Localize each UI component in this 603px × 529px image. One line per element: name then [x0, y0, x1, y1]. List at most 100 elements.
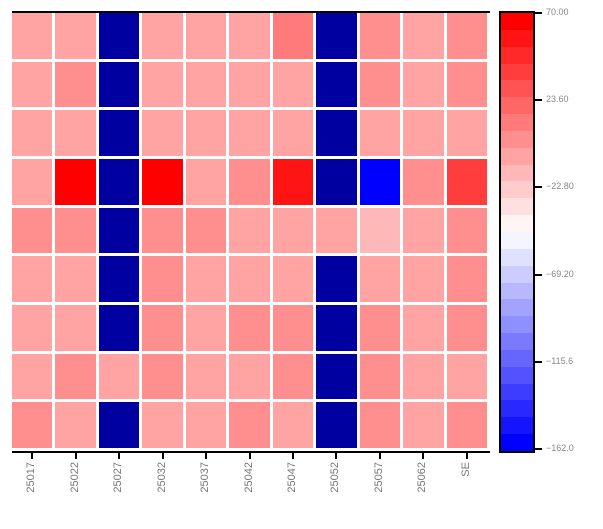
x-tick [422, 453, 425, 459]
heatmap-cell [229, 402, 270, 448]
x-tick-label: SE [459, 462, 472, 477]
heatmap-cell [359, 61, 401, 108]
heatmap-cell [272, 305, 314, 351]
colorbar-band [501, 164, 533, 182]
heatmap-cell [446, 207, 487, 254]
colorbar-band [501, 29, 533, 48]
heatmap-cell [272, 402, 314, 448]
heatmap-cell [12, 110, 53, 156]
colorbar-band [501, 114, 533, 132]
colorbar-band [501, 46, 533, 65]
x-tick [205, 453, 208, 459]
heatmap-cell [55, 61, 96, 108]
colorbar-band [501, 147, 533, 166]
heatmap-cell [316, 402, 357, 448]
heatmap-cell [98, 13, 140, 59]
heatmap-cell [55, 353, 96, 400]
heatmap-cell [98, 110, 140, 156]
heatmap-cell [98, 61, 140, 108]
colorbar-band [501, 299, 533, 317]
heatmap-cell [229, 13, 270, 59]
heatmap-cell [403, 402, 444, 448]
heatmap-cell [12, 353, 53, 400]
colorbar-tick-label: −162.0 [546, 443, 574, 453]
heatmap-cell [185, 110, 227, 156]
heatmap-cell [446, 353, 487, 400]
x-tick-label: 25032 [155, 462, 168, 493]
heatmap-cell [272, 61, 314, 108]
plot-top-border [12, 11, 490, 13]
colorbar-tick-label: 23.60 [546, 94, 569, 105]
heatmap-cell [359, 110, 401, 156]
heatmap-cell [55, 110, 96, 156]
x-tick [31, 453, 34, 459]
heatmap-cell [55, 305, 96, 351]
heatmap-cell [403, 159, 444, 205]
colorbar-band [501, 417, 533, 435]
heatmap-cell [446, 402, 487, 448]
x-tick-label: 25047 [285, 462, 298, 493]
x-tick [291, 453, 294, 459]
colorbar-band [501, 130, 533, 149]
heatmap-cell [403, 61, 444, 108]
heatmap-cell [272, 353, 314, 400]
colorbar-band [501, 248, 533, 267]
colorbar-band [501, 80, 533, 98]
colorbar-tick [535, 273, 542, 276]
heatmap-cell [359, 402, 401, 448]
heatmap-cell [98, 402, 140, 448]
heatmap-cell [12, 256, 53, 302]
heatmap-cell [142, 110, 183, 156]
colorbar-tick-label: −115.6 [546, 355, 574, 366]
heatmap-cell [316, 61, 357, 108]
heatmap-cell [229, 256, 270, 302]
heatmap-cell [98, 159, 140, 205]
colorbar-tick-label: −69.20 [546, 268, 574, 279]
heatmap-cell [229, 61, 270, 108]
colorbar-band [501, 97, 533, 115]
heatmap-cell [142, 402, 183, 448]
x-tick-label: 25022 [68, 462, 81, 493]
colorbar-band [501, 316, 533, 334]
x-tick [465, 453, 468, 459]
heatmap-cell [12, 402, 53, 448]
colorbar [499, 11, 535, 453]
heatmap-grid [12, 13, 490, 451]
heatmap-cell [403, 353, 444, 400]
heatmap-plot [12, 11, 490, 453]
x-tick-label: 25062 [416, 462, 429, 493]
colorbar-band [501, 198, 533, 216]
colorbar-band [501, 63, 533, 81]
heatmap-cell [403, 13, 444, 59]
heatmap-cell [229, 305, 270, 351]
heatmap-cell [229, 353, 270, 400]
colorbar-band [501, 434, 533, 452]
heatmap-cell [446, 61, 487, 108]
heatmap-cell [272, 207, 314, 254]
colorbar-tick [535, 99, 542, 102]
x-tick [248, 453, 251, 459]
heatmap-cell [12, 159, 53, 205]
heatmap-cell [142, 353, 183, 400]
heatmap-cell [316, 207, 357, 254]
heatmap-cell [403, 256, 444, 302]
heatmap-cell [316, 13, 357, 59]
heatmap-cell [142, 159, 183, 205]
heatmap-cell [185, 256, 227, 302]
heatmap-cell [142, 207, 183, 254]
heatmap-cell [185, 13, 227, 59]
x-tick-label: 25017 [25, 462, 38, 493]
heatmap-cell [446, 256, 487, 302]
heatmap-cell [185, 402, 227, 448]
colorbar-tick [535, 360, 542, 363]
x-tick [378, 453, 381, 459]
x-tick-label: 25052 [329, 462, 342, 493]
heatmap-cell [55, 13, 96, 59]
heatmap-cell [142, 256, 183, 302]
heatmap-cell [142, 305, 183, 351]
colorbar-band [501, 349, 533, 368]
colorbar-band [501, 265, 533, 284]
heatmap-cell [229, 207, 270, 254]
heatmap-cell [55, 256, 96, 302]
colorbar-tick-label: 70.00 [546, 7, 569, 17]
